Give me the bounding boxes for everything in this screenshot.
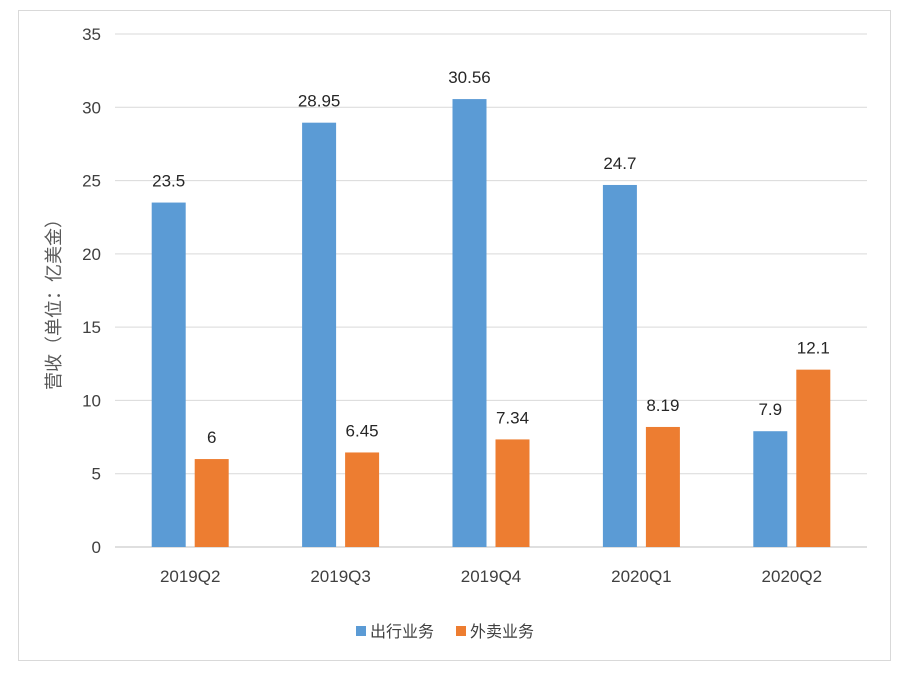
y-axis-label: 营收（单位：亿美金） xyxy=(44,210,64,390)
legend-swatch xyxy=(456,626,466,636)
data-label: 6.45 xyxy=(346,421,379,440)
x-axis-ticks: 2019Q2 2019Q3 2019Q4 2020Q1 2020Q2 xyxy=(160,567,822,586)
gridlines xyxy=(115,33,867,548)
data-label: 8.19 xyxy=(646,396,679,415)
x-tick-label: 2020Q1 xyxy=(611,567,672,586)
y-tick-label: 15 xyxy=(82,318,101,337)
y-tick-label: 30 xyxy=(82,98,101,117)
data-label: 24.7 xyxy=(603,154,636,173)
bar-2019Q2-series-1 xyxy=(151,202,186,548)
y-tick-label: 20 xyxy=(82,245,101,264)
bar-2019Q3-series-1 xyxy=(302,122,337,547)
bar-2019Q4-series-1 xyxy=(452,99,487,548)
legend-label: 出行业务 xyxy=(370,623,434,641)
y-tick-label: 35 xyxy=(82,25,101,44)
x-tick-label: 2020Q2 xyxy=(762,567,823,586)
data-label: 7.9 xyxy=(758,400,782,419)
x-tick-label: 2019Q3 xyxy=(310,567,371,586)
y-axis-ticks: 0 5 10 15 20 25 30 35 xyxy=(82,25,101,557)
y-tick-label: 0 xyxy=(92,538,101,557)
bar-2020Q1-series-1 xyxy=(602,184,637,547)
y-tick-label: 10 xyxy=(82,391,101,410)
bar-2019Q4-series-2 xyxy=(495,439,530,547)
data-label: 12.1 xyxy=(797,339,830,358)
data-label: 7.34 xyxy=(496,408,529,427)
data-label: 30.56 xyxy=(448,68,491,87)
y-tick-label: 5 xyxy=(92,465,101,484)
x-tick-label: 2019Q2 xyxy=(160,567,221,586)
legend-label: 外卖业务 xyxy=(470,623,534,641)
legend: 出行业务 外卖业务 xyxy=(356,623,534,641)
bars xyxy=(151,99,831,548)
data-label: 6 xyxy=(207,428,216,447)
bar-2020Q2-series-2 xyxy=(796,369,831,547)
bar-2019Q2-series-2 xyxy=(194,459,229,547)
bar-2020Q1-series-2 xyxy=(645,426,680,547)
data-labels: 23.5 6 28.95 6.45 30.56 7.34 24.7 8.19 7.9 12.1 xyxy=(152,68,830,447)
data-label: 23.5 xyxy=(152,172,185,191)
legend-swatch xyxy=(356,626,366,636)
data-label: 28.95 xyxy=(298,92,341,111)
bar-2020Q2-series-1 xyxy=(753,431,788,547)
y-tick-label: 25 xyxy=(82,172,101,191)
bar-2019Q3-series-2 xyxy=(345,452,380,547)
x-tick-label: 2019Q4 xyxy=(461,567,522,586)
